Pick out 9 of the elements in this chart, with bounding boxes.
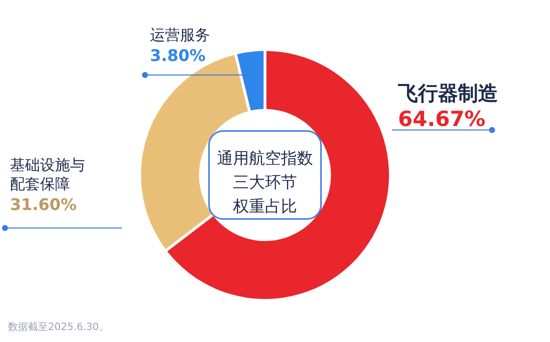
- slice-label: 基础设施与配套保障: [10, 156, 85, 193]
- data-label: 3.80%: [150, 46, 206, 65]
- slice-label: 运营服务: [150, 26, 210, 44]
- data-label: 64.67%: [398, 107, 486, 131]
- text: 通用航空指数三大环节权重占比: [217, 148, 313, 216]
- data-label: 31.60%: [10, 195, 77, 214]
- slice-label: 飞行器制造: [397, 81, 498, 105]
- donut-slice: [237, 51, 264, 111]
- text: 数据截至2025.6.30。: [8, 321, 109, 333]
